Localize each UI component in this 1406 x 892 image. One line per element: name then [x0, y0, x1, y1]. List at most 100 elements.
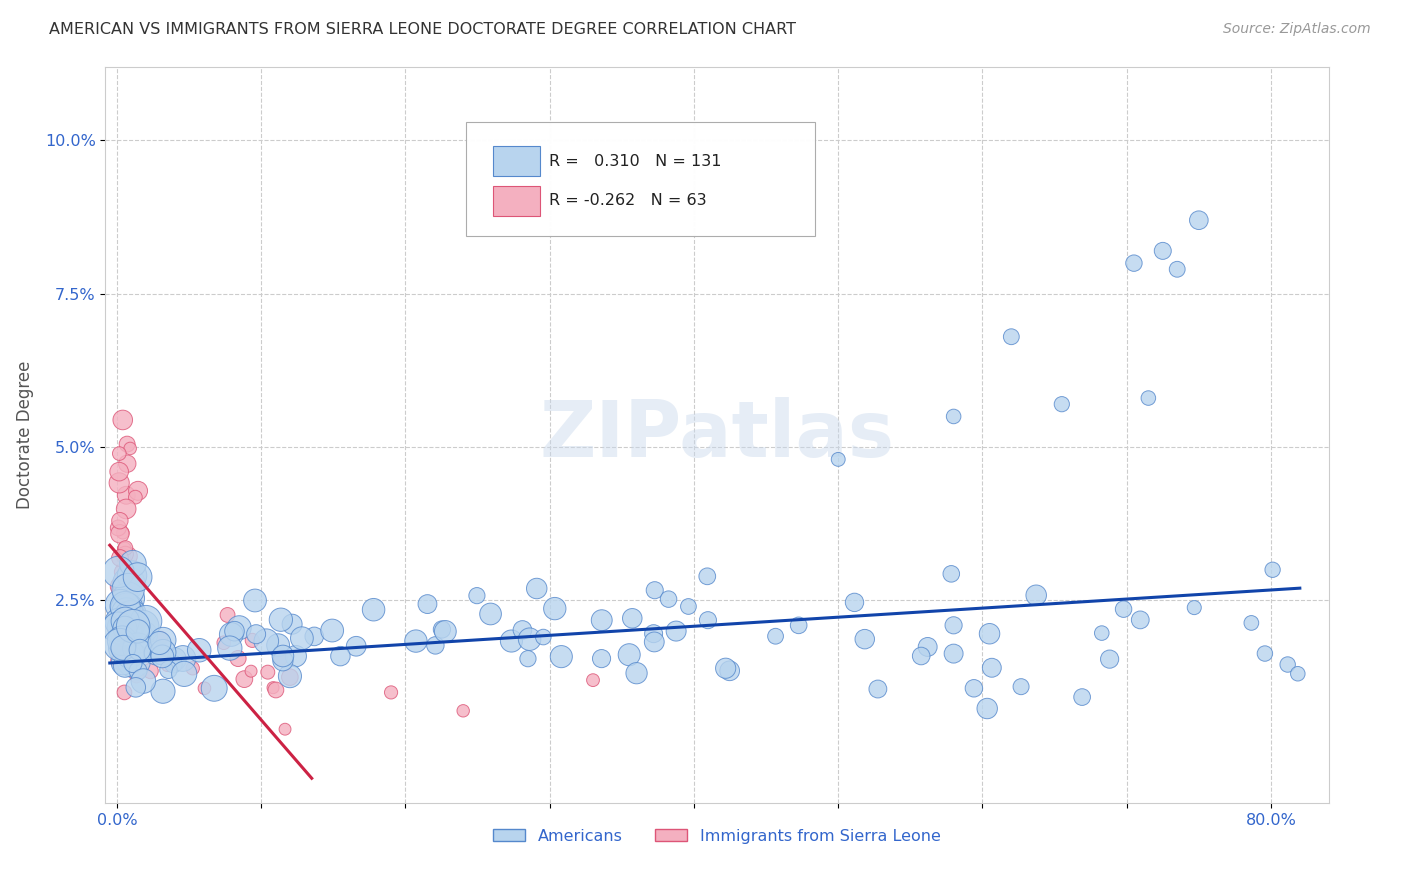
Point	[1098, 652, 1121, 666]
Point	[108, 551, 131, 566]
Point	[544, 601, 567, 615]
Point	[271, 648, 294, 663]
Point	[202, 681, 225, 696]
Point	[122, 606, 145, 620]
Point	[827, 452, 849, 467]
Point	[665, 624, 688, 638]
Point	[127, 624, 149, 639]
Point	[127, 630, 149, 644]
Point	[1000, 329, 1022, 343]
Point	[110, 611, 132, 625]
Point	[1112, 602, 1135, 616]
Point	[107, 615, 129, 629]
Point	[108, 654, 131, 668]
Point	[245, 627, 267, 641]
Point	[866, 681, 889, 696]
FancyBboxPatch shape	[467, 122, 815, 236]
Point	[114, 658, 136, 673]
Point	[531, 630, 554, 644]
Point	[112, 541, 135, 556]
Point	[321, 624, 343, 638]
Point	[108, 579, 131, 593]
Point	[193, 681, 215, 696]
Point	[240, 633, 263, 648]
Point	[114, 614, 136, 628]
Point	[127, 570, 149, 584]
Point	[380, 685, 402, 699]
Point	[118, 647, 141, 661]
Point	[644, 583, 666, 598]
Point	[254, 634, 277, 648]
Point	[107, 521, 129, 535]
Point	[139, 664, 162, 678]
Y-axis label: Doctorate Degree: Doctorate Degree	[15, 360, 34, 509]
Point	[344, 640, 367, 654]
Point	[108, 624, 131, 638]
Point	[108, 638, 131, 652]
Point	[621, 611, 644, 625]
Point	[430, 623, 453, 637]
Point	[118, 609, 141, 624]
FancyBboxPatch shape	[494, 146, 540, 176]
Point	[188, 643, 211, 657]
Point	[465, 589, 488, 603]
Point	[405, 634, 427, 648]
Point	[115, 605, 138, 619]
Point	[111, 525, 134, 540]
Point	[217, 607, 239, 622]
Point	[117, 457, 139, 471]
Point	[112, 656, 135, 670]
Point	[278, 669, 301, 683]
Point	[1025, 588, 1047, 602]
Point	[173, 666, 195, 681]
Point	[149, 632, 172, 646]
Point	[942, 409, 965, 424]
Point	[226, 651, 249, 665]
Point	[591, 613, 613, 627]
Point	[117, 549, 139, 564]
Point	[128, 643, 150, 657]
Point	[963, 681, 986, 696]
Point	[163, 652, 186, 666]
Point	[643, 626, 665, 640]
Point	[270, 613, 292, 627]
Point	[108, 645, 131, 659]
Point	[696, 569, 718, 583]
Point	[942, 618, 965, 632]
Point	[157, 663, 180, 677]
Point	[118, 576, 141, 591]
Point	[1152, 244, 1174, 258]
Point	[591, 651, 613, 665]
Point	[550, 649, 572, 664]
Point	[526, 582, 548, 596]
Point	[114, 599, 136, 614]
Point	[979, 626, 1001, 640]
Point	[1050, 397, 1073, 411]
Point	[363, 603, 385, 617]
Point	[264, 683, 287, 698]
Point	[243, 593, 266, 607]
Point	[110, 611, 132, 625]
Point	[1188, 213, 1211, 227]
Point	[115, 602, 138, 616]
Point	[122, 657, 145, 671]
Point	[910, 648, 932, 663]
Point	[501, 634, 523, 648]
Point	[127, 664, 149, 678]
Point	[132, 628, 155, 642]
Point	[121, 568, 143, 582]
Point	[107, 621, 129, 635]
Point	[718, 664, 741, 678]
Point	[152, 645, 174, 659]
Point	[156, 658, 179, 673]
Point	[112, 640, 135, 655]
FancyBboxPatch shape	[494, 186, 540, 216]
Point	[582, 673, 605, 687]
Point	[114, 641, 136, 656]
Point	[479, 607, 502, 621]
Point	[976, 701, 998, 715]
Point	[1286, 666, 1309, 681]
Point	[122, 619, 145, 633]
Point	[917, 640, 939, 654]
Text: ZIPatlas: ZIPatlas	[540, 397, 894, 473]
